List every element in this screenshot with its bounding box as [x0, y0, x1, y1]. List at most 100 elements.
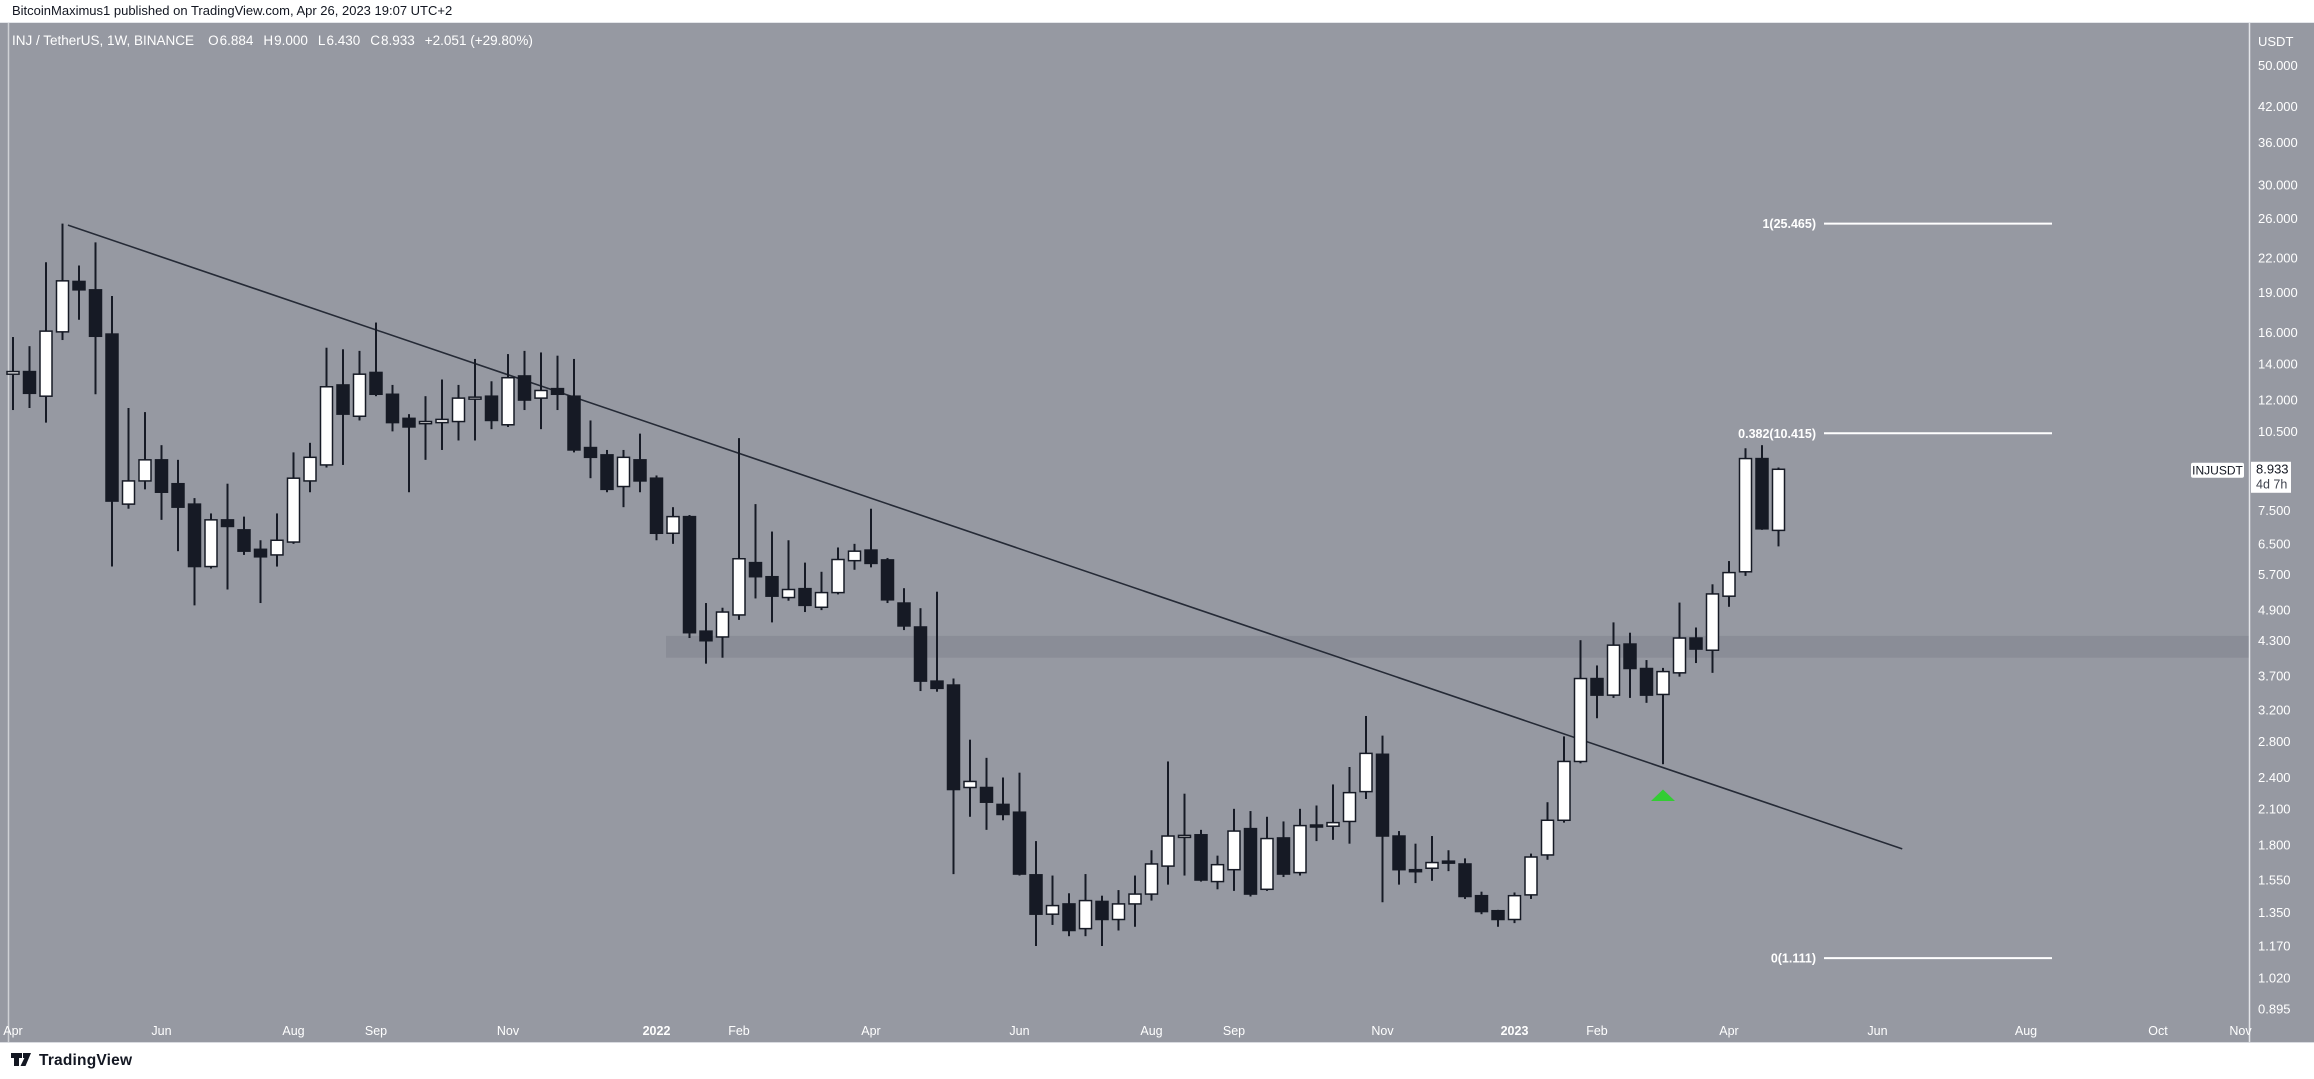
candle-up	[1260, 837, 1274, 891]
time-tick-month: Nov	[1371, 1024, 1394, 1038]
candle-down	[996, 803, 1010, 816]
time-tick-month: Apr	[861, 1024, 880, 1038]
candle-down	[1392, 835, 1406, 871]
candle-up	[138, 459, 152, 482]
candle-down	[649, 477, 664, 535]
candle-up	[616, 456, 631, 488]
price-tick-label: 5.700	[2258, 567, 2291, 582]
time-tick-month: Feb	[1586, 1024, 1608, 1038]
candle-up	[1326, 821, 1340, 827]
price-tick-label: 50.000	[2258, 58, 2298, 73]
candle-down	[72, 280, 86, 291]
candle-up	[1540, 819, 1555, 856]
candle-up	[1078, 899, 1093, 930]
price-tick-label: 19.000	[2258, 285, 2298, 300]
candle-down	[1623, 643, 1637, 670]
candle-down	[1012, 811, 1027, 875]
candle-up	[1557, 760, 1571, 822]
chart-area[interactable]: 1(25.465) 0.382(10.415) 0(1.111) USDT 50.000…	[0, 23, 2314, 1079]
candle-down	[550, 387, 565, 396]
candle-up	[1342, 791, 1357, 823]
candle-up	[204, 519, 218, 568]
time-tick-month: Jun	[151, 1024, 171, 1038]
tradingview-brand-text: TradingView	[39, 1051, 133, 1069]
candle-down	[1194, 834, 1208, 881]
candle-up	[319, 386, 334, 466]
candle-down	[237, 529, 251, 552]
candle-down	[864, 549, 878, 565]
price-label-value: 8.933	[2256, 461, 2289, 476]
price-axis-currency: USDT	[2258, 34, 2293, 49]
candle-up	[1293, 824, 1307, 874]
fib-level-label: 1(25.465)	[1762, 217, 1816, 231]
price-tick-label: 2.400	[2258, 770, 2291, 785]
candle-up	[270, 539, 284, 556]
candle-up	[352, 373, 367, 417]
candle-up	[1738, 457, 1753, 573]
legend-high-value: 9.000	[274, 33, 308, 48]
candle-up	[781, 588, 796, 599]
candle-down	[105, 333, 119, 502]
candle-up	[1507, 894, 1522, 921]
publish-info-text: BitcoinMaximus1 published on TradingView…	[12, 3, 453, 18]
time-scale[interactable]: Apr Jun Aug Sep Nov 2022 Feb Apr Jun Aug Sep Nov 202…	[3, 1024, 2252, 1038]
time-tick-month: Oct	[2148, 1024, 2168, 1038]
time-tick-month: Apr	[3, 1024, 22, 1038]
candle-down	[88, 289, 103, 338]
candle-up	[1705, 593, 1720, 651]
candle-down	[1458, 863, 1472, 898]
tradingview-brand-link[interactable]: TradingView	[11, 1051, 132, 1070]
candle-down	[1276, 837, 1291, 875]
candle-down	[1408, 868, 1423, 873]
candle-down	[979, 786, 994, 803]
price-tick-label: 26.000	[2258, 211, 2298, 226]
legend-change-value: +2.051 (+29.80%)	[424, 33, 533, 48]
time-tick-month: Apr	[1719, 1024, 1738, 1038]
candle-up	[1359, 752, 1373, 793]
price-tick-label: 2.800	[2258, 734, 2291, 749]
candle-down	[1062, 903, 1076, 932]
candle-up	[831, 558, 845, 594]
candle-up	[121, 480, 136, 505]
price-tick-label: 1.020	[2258, 971, 2291, 986]
symbol-legend[interactable]: INJ / TetherUS, 1W, BINANCE O6.884 H9.000 L…	[12, 33, 538, 48]
legend-close-label: C	[370, 33, 380, 48]
candle-down	[567, 395, 581, 451]
time-tick-month: Aug	[2015, 1024, 2037, 1038]
candlestick-series	[6, 223, 1786, 947]
legend-symbol[interactable]: INJ / TetherUS, 1W, BINANCE	[12, 33, 195, 48]
price-tick-label: 1.800	[2258, 837, 2291, 852]
chart-canvas[interactable]: 1(25.465) 0.382(10.415) 0(1.111) USDT 50.000…	[0, 23, 2314, 1079]
candle-up	[1144, 863, 1159, 895]
candle-down	[1689, 637, 1703, 650]
legend-open-value: 6.884	[219, 33, 254, 48]
time-tick-month: Sep	[1223, 1024, 1245, 1038]
price-tick-label: 1.170	[2258, 939, 2291, 954]
candle-up	[1672, 637, 1687, 674]
time-tick-month: Feb	[728, 1024, 750, 1038]
candle-down	[154, 459, 169, 493]
fib-retracement: 1(25.465) 0.382(10.415) 0(1.111)	[1738, 217, 2052, 966]
legend-low-label: L	[317, 33, 326, 48]
candle-up	[1656, 670, 1670, 696]
time-tick-month: Jun	[1009, 1024, 1029, 1038]
candle-down	[1095, 900, 1109, 921]
time-tick-month: Sep	[365, 1024, 387, 1038]
price-tick-label: 2.100	[2258, 801, 2291, 816]
price-tick-label: 14.000	[2258, 356, 2298, 371]
candle-down	[913, 626, 928, 682]
candle-up	[435, 418, 449, 424]
candle-down	[682, 515, 697, 634]
symbol-tag-box	[2191, 462, 2244, 478]
candle-up	[1161, 835, 1175, 867]
price-tick-label: 16.000	[2258, 325, 2298, 340]
chart-pane-background	[0, 23, 2314, 1079]
snapshot-footer-bar: TradingView	[0, 1042, 2314, 1079]
descending-trendline[interactable]	[67, 224, 1903, 850]
candle-up	[715, 611, 730, 638]
candle-up	[55, 280, 70, 333]
candle-up	[1045, 904, 1060, 915]
candle-up	[534, 389, 548, 399]
price-scale[interactable]: USDT 50.000 42.000 36.000 30.000 26.000 22.000…	[2248, 23, 2298, 1042]
